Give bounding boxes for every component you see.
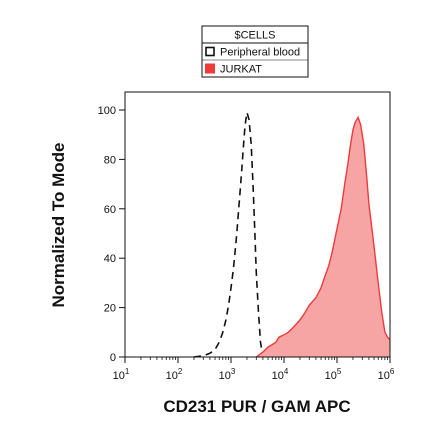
series-line-jurkat bbox=[255, 115, 391, 358]
legend-box bbox=[201, 25, 309, 78]
axes: 0 20 40 60 80 100 101 102 103 104 105 106 bbox=[98, 91, 395, 382]
y-axis-title: Normalized To Mode bbox=[49, 143, 68, 308]
legend-entry-label: JURKAT bbox=[220, 64, 262, 76]
plot-frame bbox=[124, 91, 391, 358]
x-tick-label: 104 bbox=[272, 367, 289, 382]
legend-title: $CELLS bbox=[235, 30, 276, 42]
x-axis-title: CD231 PUR / GAM APC bbox=[163, 397, 350, 416]
y-tick-label: 20 bbox=[104, 303, 116, 315]
y-tick-label: 0 bbox=[110, 352, 116, 364]
legend-entry-label: Peripheral blood bbox=[220, 47, 300, 59]
x-tick-label: 101 bbox=[113, 367, 130, 382]
y-tick-label: 80 bbox=[104, 154, 116, 166]
legend-swatch-outline bbox=[205, 46, 215, 57]
x-tick-label: 102 bbox=[166, 367, 183, 382]
y-tick-label: 40 bbox=[104, 253, 116, 265]
y-tick-label: 60 bbox=[104, 204, 116, 216]
series-line-peripheral-blood bbox=[193, 112, 264, 358]
x-tick-label: 105 bbox=[325, 367, 342, 382]
y-tick-label: 100 bbox=[98, 105, 116, 117]
x-tick-label: 106 bbox=[378, 367, 395, 382]
legend-swatch-filled bbox=[205, 63, 215, 74]
series-area-fill bbox=[256, 117, 390, 358]
x-tick-label: 103 bbox=[219, 367, 236, 382]
legend: $CELLS Peripheral blood JURKAT bbox=[201, 25, 309, 78]
plot-area bbox=[193, 112, 391, 358]
